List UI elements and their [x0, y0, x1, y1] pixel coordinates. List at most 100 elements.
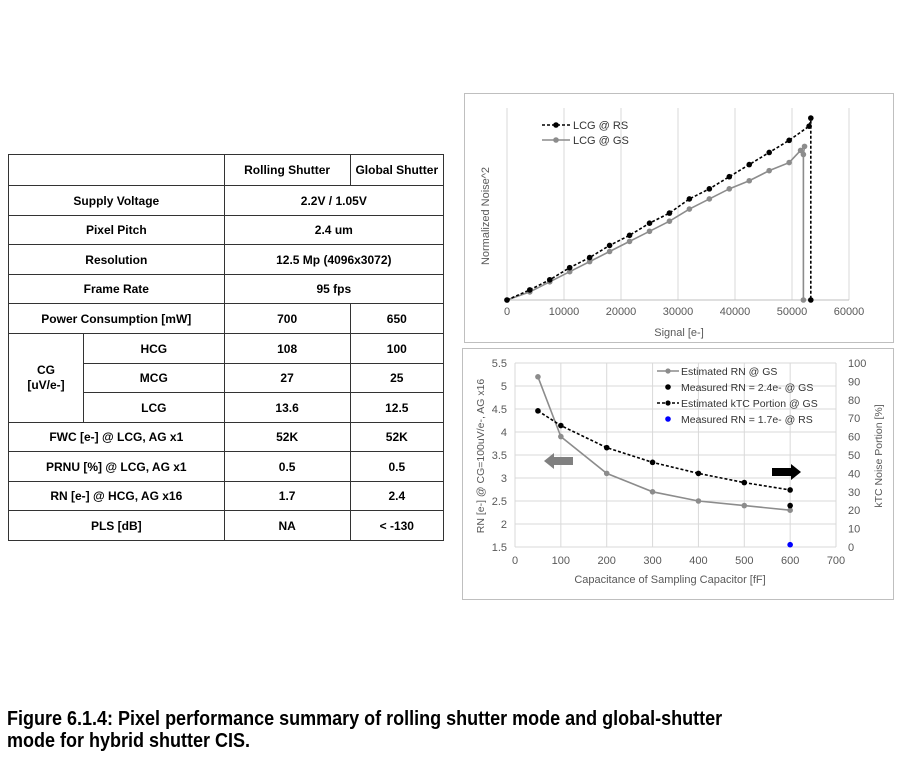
row-label: Resolution: [8, 244, 225, 275]
legend-marker-lcg-gs: [553, 137, 559, 143]
c2-y-tick-label: 2.5: [492, 496, 507, 508]
c2-x-tick-label: 500: [735, 555, 753, 567]
c2-y-tick-label: 3.5: [492, 450, 507, 462]
cg-label: CG: [37, 363, 55, 377]
c1-x-tick-label: 40000: [720, 306, 751, 318]
row-value-gs: 12.5: [349, 392, 445, 423]
c1-data-point: [766, 167, 772, 174]
c2-y2-axis-label: kTC Noise Portion [%]: [873, 404, 885, 507]
c2-data-point: [741, 479, 748, 486]
row-value: 95 fps: [223, 274, 445, 304]
left-axis-arrow: [544, 453, 573, 469]
row-value-rs: 13.6: [223, 392, 351, 423]
c2-x-tick-label: 300: [643, 555, 661, 567]
c1-data-point: [746, 177, 753, 184]
c2-y2-tick-label: 50: [848, 450, 860, 462]
c1-data-point: [606, 248, 613, 255]
c2-y2-tick-label: 60: [848, 432, 860, 444]
c1-data-point: [686, 206, 693, 212]
c2-y-tick-label: 4.5: [492, 404, 507, 416]
row-label: PRNU [%] @ LCG, AG x1: [8, 451, 225, 482]
table-row: Power Consumption [mW] 700 650: [8, 303, 445, 334]
c1-data-point: [706, 186, 713, 192]
c2-gridlines: [514, 362, 837, 548]
table-row: MCG 27 25: [9, 363, 445, 393]
c1-x-tick-label: 50000: [777, 306, 808, 318]
noise-vs-signal-chart: 0 10000 20000 30000 40000 50000 60000 Signal […: [464, 93, 894, 343]
legend-marker-est-rn: [665, 368, 671, 374]
legend-marker-measured-gs: [665, 384, 671, 390]
col-header-global-shutter: Global Shutter: [349, 154, 445, 186]
row-sublabel: HCG: [83, 333, 225, 364]
c1-x-tick-label: 0: [504, 306, 510, 318]
c2-x-axis-label: Capacitance of Sampling Capacitor [fF]: [574, 574, 765, 586]
c2-y-tick-label: 3: [501, 473, 507, 485]
legend-label-est-rn: Estimated RN @ GS: [681, 366, 777, 378]
c2-data-point: [558, 433, 564, 440]
row-value-rs: 108: [223, 333, 351, 364]
row-value-rs: NA: [223, 510, 351, 541]
c2-data-point: [741, 502, 748, 509]
row-label: Supply Voltage: [8, 185, 225, 216]
c1-x-axis-label: Signal [e-]: [654, 327, 704, 339]
c1-x-tick-label: 30000: [663, 306, 694, 318]
caption-line-2: mode for hybrid shutter CIS.: [7, 730, 251, 752]
rn-vs-capacitance-svg: 0 100 200 300 400 500 600 700 1.522.533.544.555…: [475, 358, 885, 586]
c1-data-point: [504, 297, 510, 303]
c1-data-point: [566, 268, 573, 275]
c2-y-tick-label: 4: [501, 427, 507, 439]
row-sublabel: MCG: [83, 363, 225, 393]
table-header-row: Rolling Shutter Global Shutter: [8, 154, 445, 186]
legend-label-measured-gs: Measured RN = 2.4e- @ GS: [681, 382, 813, 394]
c2-data-point: [649, 459, 656, 466]
c1-x-tick-label: 20000: [606, 306, 637, 318]
pixel-performance-table: Rolling Shutter Global Shutter Supply Vo…: [8, 154, 445, 541]
c1-data-point: [646, 220, 653, 226]
c2-y2-tick-label: 70: [848, 413, 860, 425]
legend-label-lcg-gs: LCG @ GS: [573, 135, 629, 147]
caption-line-1: Figure 6.1.4: Pixel performance summary …: [7, 708, 723, 730]
c2-y-axis-label: RN [e-] @ CG=100uV/e-, AG x16: [475, 379, 487, 534]
row-label: Power Consumption [mW]: [8, 303, 225, 334]
c1-y-axis-label: Normalized Noise^2: [480, 167, 492, 265]
c1-data-point: [808, 297, 814, 303]
c1-x-tick-label: 60000: [834, 306, 865, 318]
c1-data-point: [806, 123, 812, 129]
table-row: Frame Rate 95 fps: [8, 274, 445, 304]
table-row: FWC [e-] @ LCG, AG x1 52K 52K: [8, 422, 445, 452]
row-label: FWC [e-] @ LCG, AG x1: [8, 422, 225, 452]
c2-x-tick-label: 0: [512, 555, 518, 567]
c1-data-point: [666, 218, 673, 224]
c2-series-line: [537, 376, 791, 511]
legend-label-lcg-rs: LCG @ RS: [573, 120, 628, 132]
cg-group-label: CG [uV/e-]: [8, 333, 84, 423]
c2-y2-tick-label: 20: [848, 505, 860, 517]
c1-data-point: [726, 173, 733, 180]
c2-y-tick-labels: 1.5 2 2.5 3 3.5 4 4.5 5 5.5: [492, 358, 507, 554]
c1-data-point: [626, 232, 633, 239]
row-value-rs: 1.7: [223, 481, 351, 511]
c1-gridlines: [506, 108, 850, 300]
row-value-gs: 0.5: [349, 451, 445, 482]
right-axis-arrow: [772, 464, 801, 480]
c2-y2-tick-label: 100: [848, 358, 866, 370]
c2-y2-tick-label: 40: [848, 468, 860, 480]
c2-data-point: [558, 422, 564, 429]
c1-data-point: [586, 258, 593, 265]
c1-series-line: [506, 117, 812, 301]
legend-marker-lcg-rs: [553, 122, 559, 128]
c1-x-tick-labels: 0 10000 20000 30000 40000 50000 60000: [504, 306, 864, 318]
c1-data-point: [801, 143, 808, 150]
c1-x-tick-label: 10000: [549, 306, 580, 318]
c1-data-point: [800, 297, 807, 303]
c2-y2-tick-labels: 0 10 20 30 40 50 60 70 80 90 100: [848, 358, 866, 554]
c2-x-tick-labels: 0 100 200 300 400 500 600 700: [512, 555, 845, 567]
table-corner-cell: [8, 154, 225, 186]
row-label: Frame Rate: [8, 274, 225, 304]
legend-marker-measured-rs: [665, 416, 671, 422]
c2-y2-tick-label: 30: [848, 487, 860, 499]
c2-y-tick-label: 1.5: [492, 542, 507, 554]
table-row: Resolution 12.5 Mp (4096x3072): [8, 244, 445, 275]
legend-marker-ktc: [665, 400, 671, 406]
table-row: Pixel Pitch 2.4 um: [8, 215, 445, 245]
